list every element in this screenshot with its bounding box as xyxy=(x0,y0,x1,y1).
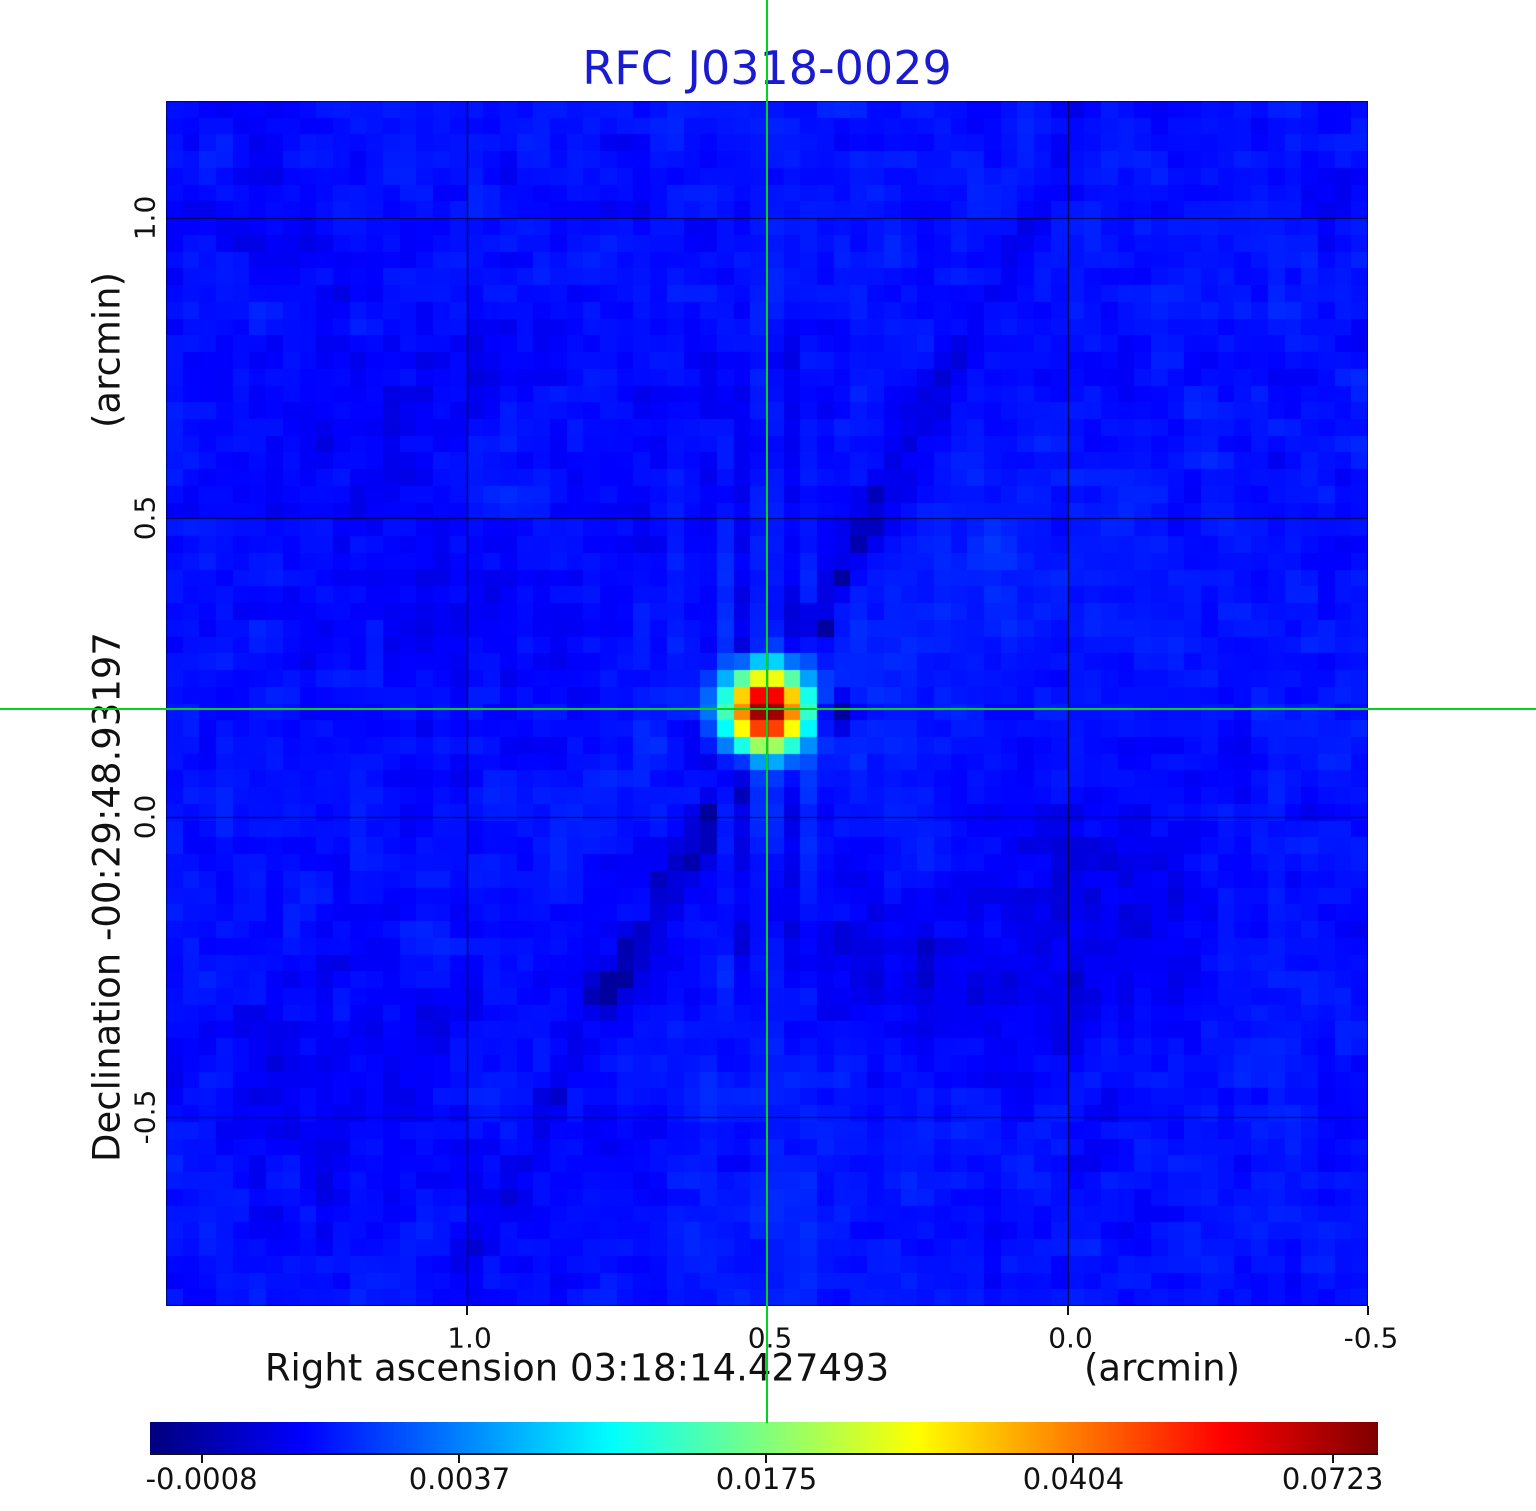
x-tick-label: 0.0 xyxy=(1048,1321,1093,1355)
y-axis-unit-label: (arcmin) xyxy=(85,271,129,429)
x-tick-label: 0.5 xyxy=(747,1321,793,1355)
colorbar-tick-label: 0.0175 xyxy=(715,1462,818,1496)
x-axis-tick-mark xyxy=(465,1306,468,1315)
colorbar-tick-mark xyxy=(200,1455,203,1463)
colorbar-tick-label: 0.0723 xyxy=(1281,1462,1384,1496)
y-tick-label: 0.5 xyxy=(128,495,162,540)
colorbar-tick-mark xyxy=(765,1455,768,1463)
colorbar-tick-mark xyxy=(1072,1455,1075,1463)
colorbar xyxy=(150,1422,1378,1455)
x-axis-label: Right ascension 03:18:14.427493 xyxy=(264,1346,890,1390)
y-tick-label: -0.5 xyxy=(128,1089,162,1145)
colorbar-tick-mark xyxy=(458,1455,461,1463)
x-axis-unit-label: (arcmin) xyxy=(1083,1346,1241,1390)
colorbar-tick-mark xyxy=(1331,1455,1334,1463)
crosshair-horizontal-line xyxy=(0,708,1536,711)
crosshair-vertical-line xyxy=(766,0,768,1423)
x-tick-label: 1.0 xyxy=(447,1321,492,1355)
x-tick-label: -0.5 xyxy=(1343,1321,1399,1355)
x-axis-tick-mark xyxy=(1066,1306,1069,1315)
colorbar-tick-label: -0.0008 xyxy=(145,1462,258,1496)
y-tick-label: 1.0 xyxy=(128,195,162,241)
y-axis-label: Declination -00:29:48.93197 xyxy=(85,632,129,1162)
colorbar-tick-label: 0.0404 xyxy=(1022,1462,1125,1496)
x-axis-tick-mark xyxy=(1367,1306,1369,1315)
colorbar-tick-label: 0.0037 xyxy=(408,1462,511,1496)
y-tick-label: 0.0 xyxy=(128,795,162,840)
